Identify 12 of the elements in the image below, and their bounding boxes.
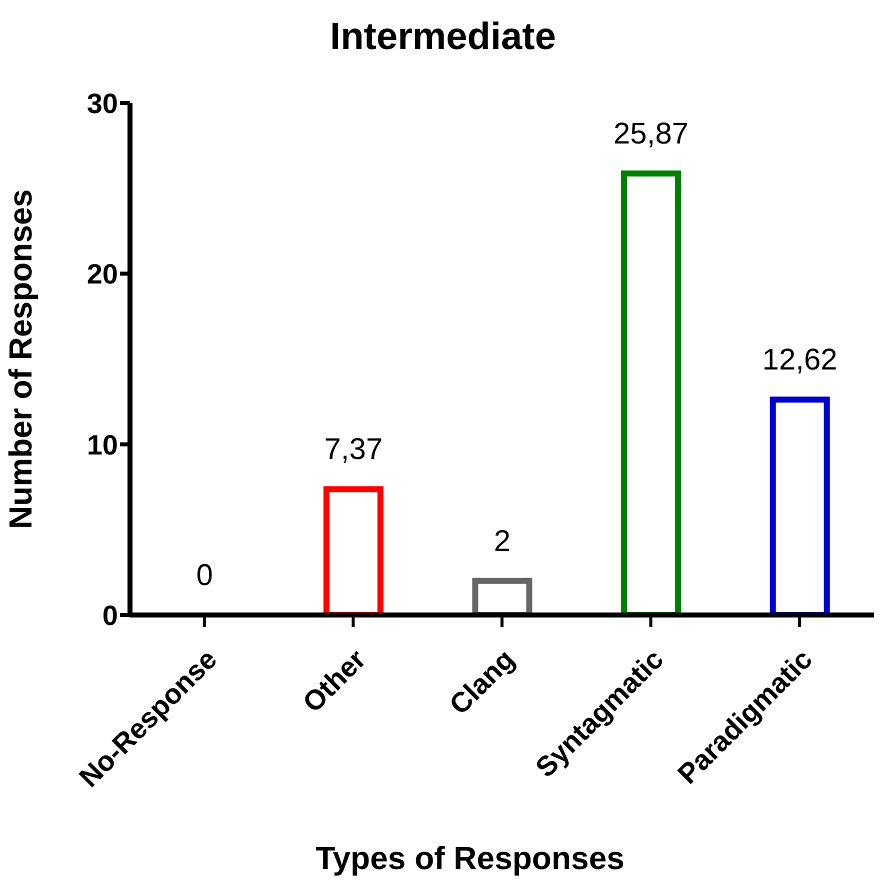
data-label: 2 xyxy=(494,524,511,558)
y-tick-label: 30 xyxy=(86,88,118,119)
y-tick-label: 10 xyxy=(86,429,118,460)
data-label: 12,62 xyxy=(762,344,838,377)
y-tick-label: 0 xyxy=(102,600,118,631)
y-tick-label: 20 xyxy=(86,258,118,290)
chart-title: Intermediate xyxy=(329,16,557,59)
x-axis-title: Types of Responses xyxy=(314,840,626,877)
data-label: 7,37 xyxy=(324,433,383,466)
data-label: 0 xyxy=(196,559,213,592)
y-axis-title: Number of Responses xyxy=(2,189,38,529)
data-label: 25,87 xyxy=(614,117,689,150)
